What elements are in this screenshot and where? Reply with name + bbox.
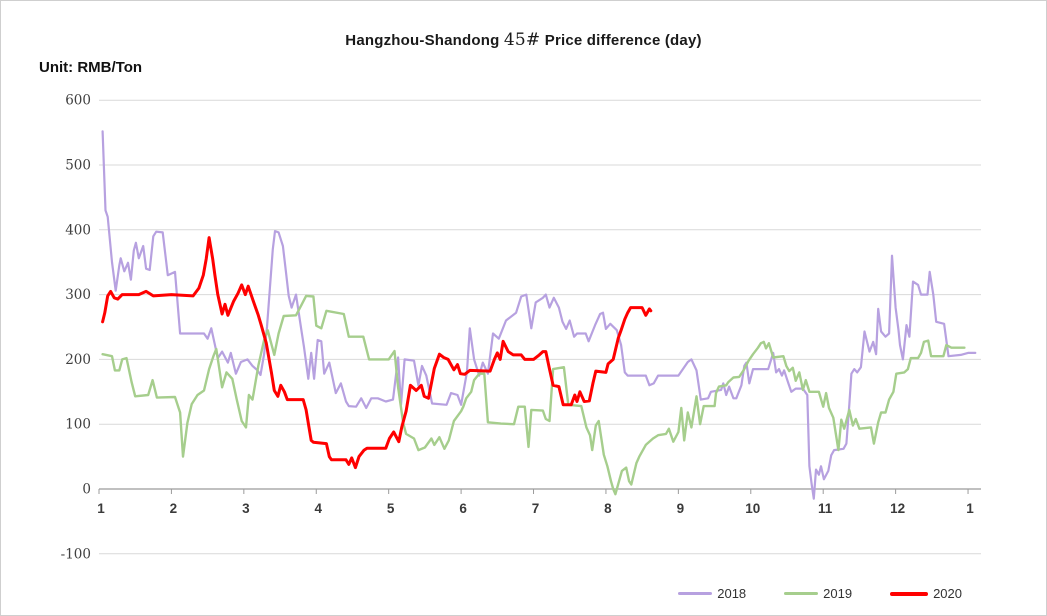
- x-tick-label-1: 1: [97, 501, 105, 516]
- y-tick-label-300: 300: [65, 287, 91, 303]
- legend: 2018 2019 2020: [678, 586, 962, 601]
- chart-title-prefix: Hangzhou-Shandong: [345, 32, 500, 49]
- x-tick-label-11: 11: [818, 501, 833, 516]
- chart-title: Hangzhou-Shandong 45# Price difference (…: [1, 30, 1046, 50]
- x-tick-label-7: 7: [532, 501, 540, 516]
- x-tick-label-8: 8: [604, 501, 612, 516]
- legend-swatch-2020: [890, 591, 929, 596]
- x-tick-label-12: 12: [890, 501, 905, 516]
- x-tick-label-2: 2: [170, 501, 178, 516]
- x-tick-label-10: 10: [745, 501, 760, 516]
- series-line-2020: [101, 236, 653, 470]
- legend-label-2018: 2018: [717, 586, 747, 601]
- x-tick-label-5: 5: [387, 501, 395, 516]
- series-line-2019: [101, 294, 966, 496]
- chart-title-grade: 45#: [503, 30, 541, 50]
- y-tick-label-0: 0: [82, 482, 91, 498]
- y-tick-label-200: 200: [65, 352, 91, 368]
- legend-label-2019: 2019: [823, 586, 853, 601]
- y-tick-label-600: 600: [65, 93, 91, 109]
- y-tick-label-100: 100: [65, 417, 91, 433]
- chart-title-suffix: Price difference (day): [544, 32, 702, 49]
- series-line-2018: [101, 130, 977, 500]
- x-tick-label-13: 1: [966, 501, 974, 516]
- x-tick-label-3: 3: [242, 501, 250, 516]
- legend-swatch-2019: [784, 592, 819, 595]
- y-tick-label-400: 400: [65, 222, 91, 238]
- legend-item-2018: 2018: [678, 586, 746, 601]
- legend-item-2019: 2019: [784, 586, 852, 601]
- x-tick-label-4: 4: [315, 501, 323, 516]
- y-tick-label-500: 500: [65, 158, 91, 174]
- legend-label-2020: 2020: [933, 586, 962, 601]
- legend-swatch-2018: [678, 592, 713, 595]
- x-tick-label-9: 9: [677, 501, 685, 516]
- y-axis-unit-label: Unit: RMB/Ton: [39, 59, 143, 76]
- y-tick-label--100: -100: [61, 546, 91, 562]
- legend-item-2020: 2020: [890, 586, 962, 601]
- x-tick-label-6: 6: [459, 501, 467, 516]
